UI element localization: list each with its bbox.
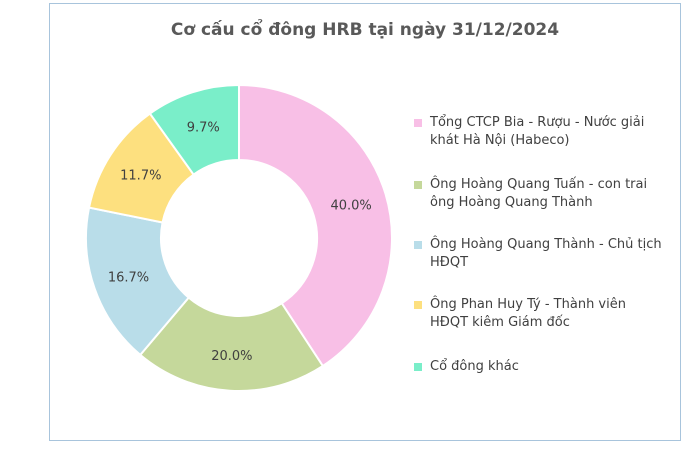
legend-swatch <box>414 363 422 371</box>
legend-label: Ông Phan Huy Tý - Thành viên HĐQT kiêm G… <box>430 297 626 330</box>
legend-item-hoang-quang-tuan: Ông Hoàng Quang Tuấn - con trai ông Hoàn… <box>414 176 664 212</box>
data-label: 11.7% <box>120 168 161 183</box>
legend-swatch <box>414 119 422 127</box>
slice-hoang-quang-tuan <box>138 296 325 392</box>
legend-item-habeco: Tổng CTCP Bia - Rượu - Nước giải khát Hà… <box>414 114 664 150</box>
legend-item-hoang-quang-thanh: Ông Hoàng Quang Thành - Chủ tịch HĐQT <box>414 236 664 272</box>
legend-label: Ông Hoàng Quang Thành - Chủ tịch HĐQT <box>430 237 662 270</box>
legend-swatch <box>414 241 422 249</box>
legend-item-co-dong-khac: Cổ đông khác <box>414 358 519 376</box>
slice-co-dong-khac <box>148 83 240 176</box>
legend-label: Tổng CTCP Bia - Rượu - Nước giải khát Hà… <box>430 115 645 148</box>
legend-label: Cổ đông khác <box>430 359 519 374</box>
legend-swatch <box>414 301 422 309</box>
chart-title: Cơ cấu cổ đông HRB tại ngày 31/12/2024 <box>170 20 560 40</box>
legend-swatch <box>414 181 422 189</box>
data-label: 9.7% <box>187 121 220 136</box>
data-label: 20.0% <box>211 349 252 364</box>
slice-habeco <box>238 83 393 368</box>
data-label: 40.0% <box>330 199 371 214</box>
data-label: 16.7% <box>108 270 149 285</box>
legend-item-phan-huy-ty: Ông Phan Huy Tý - Thành viên HĐQT kiêm G… <box>414 296 664 332</box>
legend-label: Ông Hoàng Quang Tuấn - con trai ông Hoàn… <box>430 177 648 210</box>
